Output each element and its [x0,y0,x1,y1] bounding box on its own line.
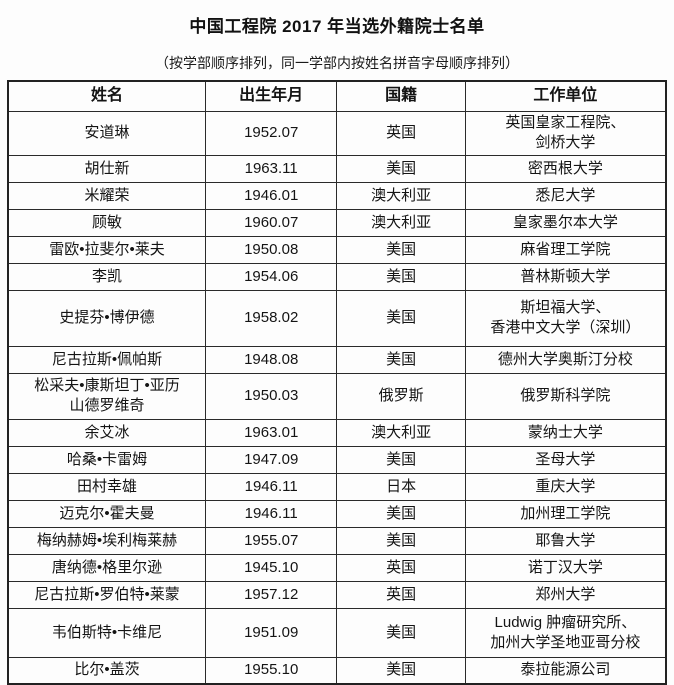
affiliation-cell: 皇家墨尔本大学 [464,208,667,237]
affiliation-cell: 蒙纳士大学 [464,418,667,447]
birth-cell: 1960.07 [204,208,338,237]
nationality-cell: 美国 [336,656,466,685]
affiliation-cell: Ludwig 肿瘤研究所、 加州大学圣地亚哥分校 [464,607,667,658]
nationality-cell: 英国 [336,110,466,156]
table-row: 哈桑•卡雷姆 1947.09 美国 圣母大学 [7,445,667,474]
birth-cell: 1955.10 [204,656,338,685]
page: 中国工程院 2017 年当选外籍院士名单 （按学部顺序排列，同一学部内按姓名拼音… [7,17,667,685]
nationality-cell: 澳大利亚 [336,208,466,237]
table-row: 安道琳 1952.07 英国 英国皇家工程院、 剑桥大学 [7,110,667,156]
table-row: 史提芬•博伊德 1958.02 美国 斯坦福大学、 香港中文大学（深圳） [7,289,667,347]
nationality-cell: 美国 [336,607,466,658]
birth-cell: 1950.08 [204,235,338,264]
table-row: 顾敏 1960.07 澳大利亚 皇家墨尔本大学 [7,208,667,237]
header-name: 姓名 [7,80,206,112]
birth-cell: 1963.11 [204,154,338,183]
nationality-cell: 澳大利亚 [336,418,466,447]
table-row: 雷欧•拉斐尔•莱夫 1950.08 美国 麻省理工学院 [7,235,667,264]
header-nationality: 国籍 [336,80,466,112]
name-cell: 雷欧•拉斐尔•莱夫 [7,235,206,264]
birth-cell: 1946.01 [204,181,338,210]
birth-cell: 1963.01 [204,418,338,447]
name-cell: 唐纳德•格里尔逊 [7,553,206,582]
nationality-cell: 美国 [336,154,466,183]
name-cell: 比尔•盖茨 [7,656,206,685]
page-subtitle: （按学部顺序排列，同一学部内按姓名拼音字母顺序排列） [155,55,519,71]
name-cell: 米耀荣 [7,181,206,210]
table-row: 米耀荣 1946.01 澳大利亚 悉尼大学 [7,181,667,210]
table-row: 迈克尔•霍夫曼 1946.11 美国 加州理工学院 [7,499,667,528]
affiliation-cell: 普林斯顿大学 [464,262,667,291]
birth-cell: 1950.03 [204,372,338,420]
name-cell: 胡仕新 [7,154,206,183]
affiliation-cell: 悉尼大学 [464,181,667,210]
page-title: 中国工程院 2017 年当选外籍院士名单 [189,17,485,36]
nationality-cell: 美国 [336,262,466,291]
birth-cell: 1945.10 [204,553,338,582]
name-cell: 韦伯斯特•卡维尼 [7,607,206,658]
name-cell: 史提芬•博伊德 [7,289,206,347]
affiliation-cell: 斯坦福大学、 香港中文大学（深圳） [464,289,667,347]
name-cell: 李凯 [7,262,206,291]
header-affiliation: 工作单位 [464,80,667,112]
name-cell: 安道琳 [7,110,206,156]
table-row: 尼古拉斯•罗伯特•莱蒙 1957.12 英国 郑州大学 [7,580,667,609]
name-cell: 迈克尔•霍夫曼 [7,499,206,528]
table-row: 梅纳赫姆•埃利梅莱赫 1955.07 美国 耶鲁大学 [7,526,667,555]
academicians-table: 姓名 出生年月 国籍 工作单位 安道琳 1952.07 英国 英国皇家工程院、 … [7,80,667,685]
birth-cell: 1952.07 [204,110,338,156]
birth-cell: 1958.02 [204,289,338,347]
table-row: 比尔•盖茨 1955.10 美国 泰拉能源公司 [7,656,667,685]
affiliation-cell: 德州大学奥斯汀分校 [464,345,667,374]
table-row: 松采夫•康斯坦丁•亚历 山德罗维奇 1950.03 俄罗斯 俄罗斯科学院 [7,372,667,420]
name-cell: 松采夫•康斯坦丁•亚历 山德罗维奇 [7,372,206,420]
nationality-cell: 英国 [336,553,466,582]
name-cell: 梅纳赫姆•埃利梅莱赫 [7,526,206,555]
affiliation-cell: 耶鲁大学 [464,526,667,555]
table-row: 胡仕新 1963.11 美国 密西根大学 [7,154,667,183]
name-cell: 尼古拉斯•罗伯特•莱蒙 [7,580,206,609]
birth-cell: 1954.06 [204,262,338,291]
birth-cell: 1957.12 [204,580,338,609]
affiliation-cell: 重庆大学 [464,472,667,501]
affiliation-cell: 麻省理工学院 [464,235,667,264]
table-header-row: 姓名 出生年月 国籍 工作单位 [7,80,667,112]
table-row: 李凯 1954.06 美国 普林斯顿大学 [7,262,667,291]
name-cell: 顾敏 [7,208,206,237]
birth-cell: 1947.09 [204,445,338,474]
affiliation-cell: 俄罗斯科学院 [464,372,667,420]
nationality-cell: 美国 [336,499,466,528]
nationality-cell: 美国 [336,289,466,347]
affiliation-cell: 圣母大学 [464,445,667,474]
nationality-cell: 日本 [336,472,466,501]
birth-cell: 1948.08 [204,345,338,374]
header-birth-date: 出生年月 [204,80,338,112]
affiliation-cell: 泰拉能源公司 [464,656,667,685]
nationality-cell: 澳大利亚 [336,181,466,210]
affiliation-cell: 诺丁汉大学 [464,553,667,582]
affiliation-cell: 加州理工学院 [464,499,667,528]
birth-cell: 1946.11 [204,472,338,501]
birth-cell: 1955.07 [204,526,338,555]
table-row: 余艾冰 1963.01 澳大利亚 蒙纳士大学 [7,418,667,447]
nationality-cell: 英国 [336,580,466,609]
table-row: 唐纳德•格里尔逊 1945.10 英国 诺丁汉大学 [7,553,667,582]
name-cell: 余艾冰 [7,418,206,447]
affiliation-cell: 郑州大学 [464,580,667,609]
affiliation-cell: 英国皇家工程院、 剑桥大学 [464,110,667,156]
nationality-cell: 美国 [336,526,466,555]
nationality-cell: 美国 [336,235,466,264]
table-row: 尼古拉斯•佩帕斯 1948.08 美国 德州大学奥斯汀分校 [7,345,667,374]
name-cell: 哈桑•卡雷姆 [7,445,206,474]
table-row: 田村幸雄 1946.11 日本 重庆大学 [7,472,667,501]
name-cell: 尼古拉斯•佩帕斯 [7,345,206,374]
nationality-cell: 美国 [336,345,466,374]
table-row: 韦伯斯特•卡维尼 1951.09 美国 Ludwig 肿瘤研究所、 加州大学圣地… [7,607,667,658]
affiliation-cell: 密西根大学 [464,154,667,183]
birth-cell: 1951.09 [204,607,338,658]
nationality-cell: 美国 [336,445,466,474]
nationality-cell: 俄罗斯 [336,372,466,420]
birth-cell: 1946.11 [204,499,338,528]
name-cell: 田村幸雄 [7,472,206,501]
